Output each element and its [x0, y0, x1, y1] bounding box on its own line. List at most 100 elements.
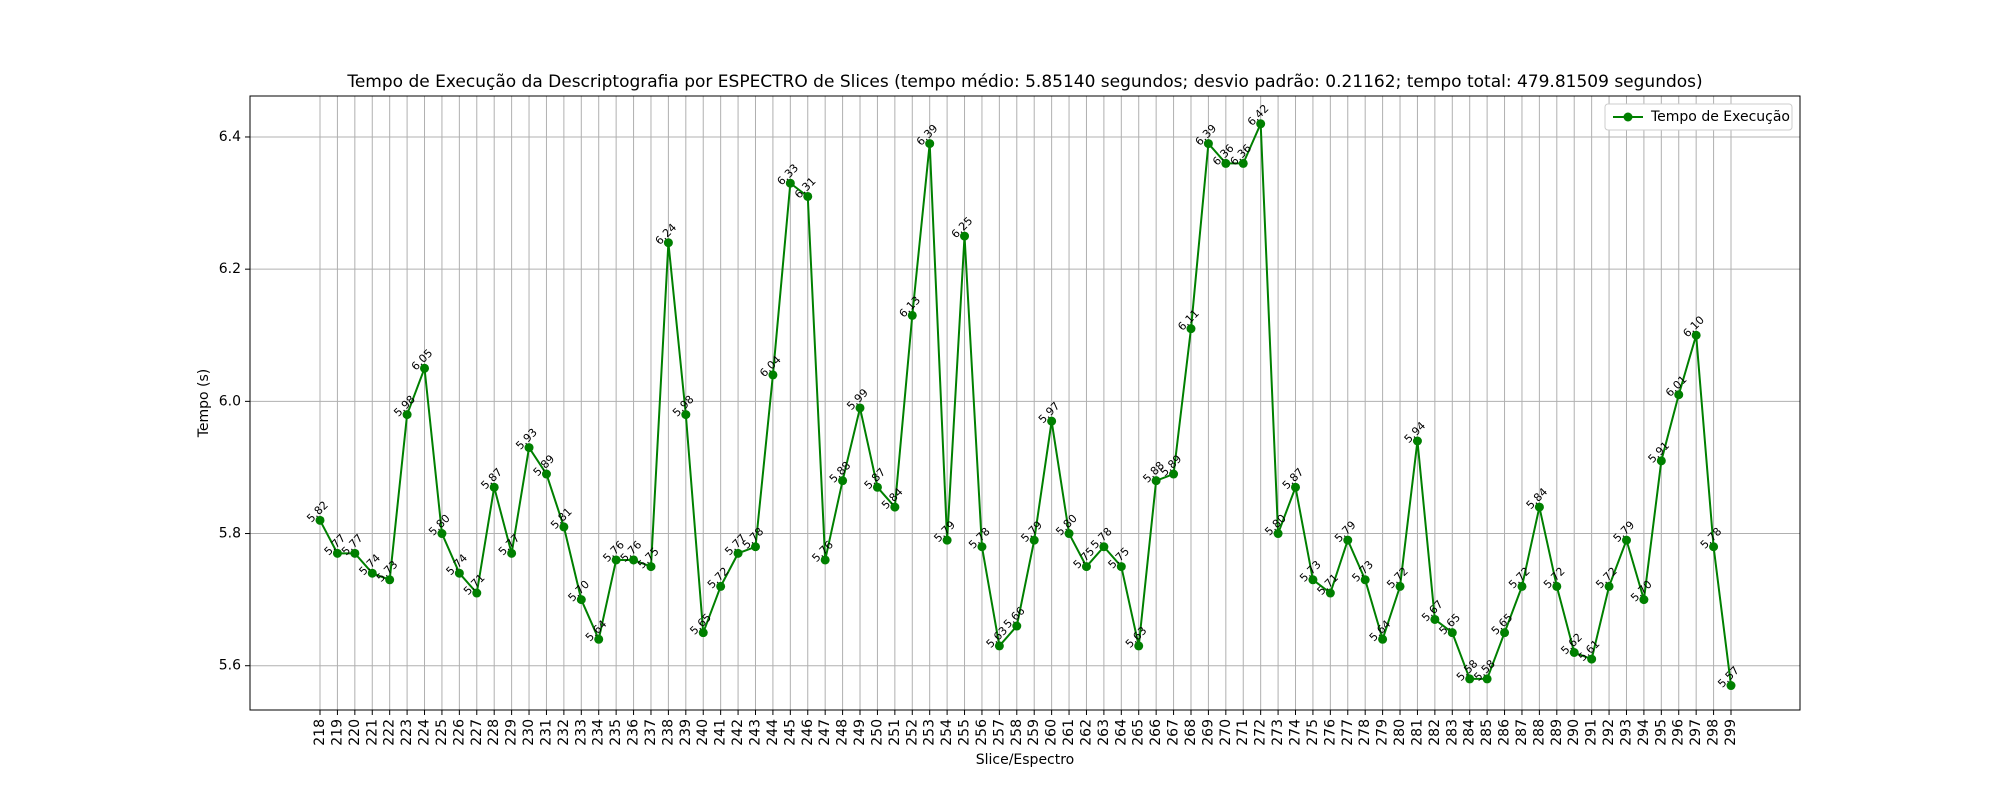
data-point: [733, 548, 743, 558]
x-tick-label: 253: [922, 719, 938, 746]
x-tick-label: 266: [1148, 719, 1164, 746]
x-tick-label: 247: [817, 719, 833, 746]
data-point: [385, 575, 395, 585]
data-point: [1012, 621, 1022, 631]
data-point: [1273, 529, 1283, 539]
data-point: [1709, 542, 1719, 552]
x-tick-label: 271: [1235, 719, 1251, 746]
x-tick-label: 219: [329, 719, 345, 746]
data-point: [541, 469, 551, 479]
data-point: [1430, 614, 1440, 624]
data-point: [524, 443, 534, 453]
data-point: [1604, 581, 1614, 591]
data-point: [1447, 628, 1457, 638]
data-line: [319, 123, 1732, 686]
data-point: [872, 482, 882, 492]
x-tick-label: 251: [887, 719, 903, 746]
data-point: [611, 555, 621, 565]
x-tick-label: 238: [660, 719, 676, 746]
data-point: [420, 363, 430, 373]
data-point: [472, 588, 482, 598]
x-axis-label: Slice/Espectro: [976, 752, 1075, 768]
x-tick-label: 237: [643, 719, 659, 746]
x-tick-label: 292: [1601, 719, 1617, 746]
x-tick-label: 234: [591, 719, 607, 746]
legend-label: Tempo de Execução: [1650, 109, 1790, 125]
x-tick-label: 269: [1200, 719, 1216, 746]
data-point: [315, 515, 325, 525]
x-tick-label: 278: [1357, 719, 1373, 746]
x-tick-label: 299: [1723, 719, 1739, 746]
x-tick-label: 265: [1131, 719, 1147, 746]
data-point: [1343, 535, 1353, 545]
x-tick-label: 286: [1497, 719, 1513, 746]
data-point: [1099, 542, 1109, 552]
data-point: [332, 548, 342, 558]
data-point: [977, 542, 987, 552]
x-tick-label: 267: [1166, 719, 1182, 746]
data-point: [1169, 469, 1179, 479]
x-tick-label: 281: [1409, 719, 1425, 746]
data-point: [838, 476, 848, 486]
data-point: [803, 191, 813, 201]
x-tick-label: 295: [1653, 719, 1669, 746]
data-point: [1378, 634, 1388, 644]
data-point: [1221, 158, 1231, 168]
legend: Tempo de Execução: [1604, 103, 1793, 131]
x-tick-label: 282: [1427, 719, 1443, 746]
data-point: [925, 139, 935, 149]
x-tick-label: 229: [504, 719, 520, 746]
x-tick-label: 242: [730, 719, 746, 746]
data-point: [1064, 529, 1074, 539]
data-point: [1047, 416, 1057, 426]
data-point: [1482, 674, 1492, 684]
data-point: [960, 231, 970, 241]
data-point: [1552, 581, 1562, 591]
data-point: [1325, 588, 1335, 598]
data-point: [890, 502, 900, 512]
x-tick-label: 246: [800, 719, 816, 746]
data-point: [646, 562, 656, 572]
data-point: [594, 634, 604, 644]
y-tick-label: 5.6: [219, 658, 241, 674]
x-tick-label: 231: [538, 719, 554, 746]
x-tick-label: 280: [1392, 719, 1408, 746]
x-tick-label: 250: [869, 719, 885, 746]
data-point: [437, 529, 447, 539]
data-point: [454, 568, 464, 578]
x-tick-label: 236: [626, 719, 642, 746]
x-tick-label: 243: [747, 719, 763, 746]
data-point: [1691, 330, 1701, 340]
x-tick-label: 263: [1096, 719, 1112, 746]
data-point: [663, 238, 673, 248]
data-point: [1674, 390, 1684, 400]
data-point: [507, 548, 517, 558]
data-point: [820, 555, 830, 565]
data-point: [1726, 681, 1736, 691]
legend-marker: [1623, 112, 1633, 122]
data-point: [367, 568, 377, 578]
x-tick-label: 258: [1009, 719, 1025, 746]
x-tick-label: 256: [974, 719, 990, 746]
x-tick-label: 262: [1078, 719, 1094, 746]
x-tick-label: 259: [1026, 719, 1042, 746]
data-point: [855, 403, 865, 413]
data-point: [768, 370, 778, 380]
data-point: [1517, 581, 1527, 591]
data-point: [1186, 324, 1196, 334]
x-tick-label: 255: [957, 719, 973, 746]
y-tick-label: 6.0: [219, 393, 241, 409]
x-tick-label: 233: [573, 719, 589, 746]
x-tick-label: 244: [765, 719, 781, 746]
x-tick-label: 239: [678, 719, 694, 746]
x-tick-label: 268: [1183, 719, 1199, 746]
data-point: [1587, 654, 1597, 664]
x-tick-label: 289: [1549, 719, 1565, 746]
x-tick-label: 218: [312, 719, 328, 746]
data-point: [1500, 628, 1510, 638]
data-point: [402, 410, 412, 420]
data-point: [1203, 139, 1213, 149]
x-tick-label: 249: [852, 719, 868, 746]
